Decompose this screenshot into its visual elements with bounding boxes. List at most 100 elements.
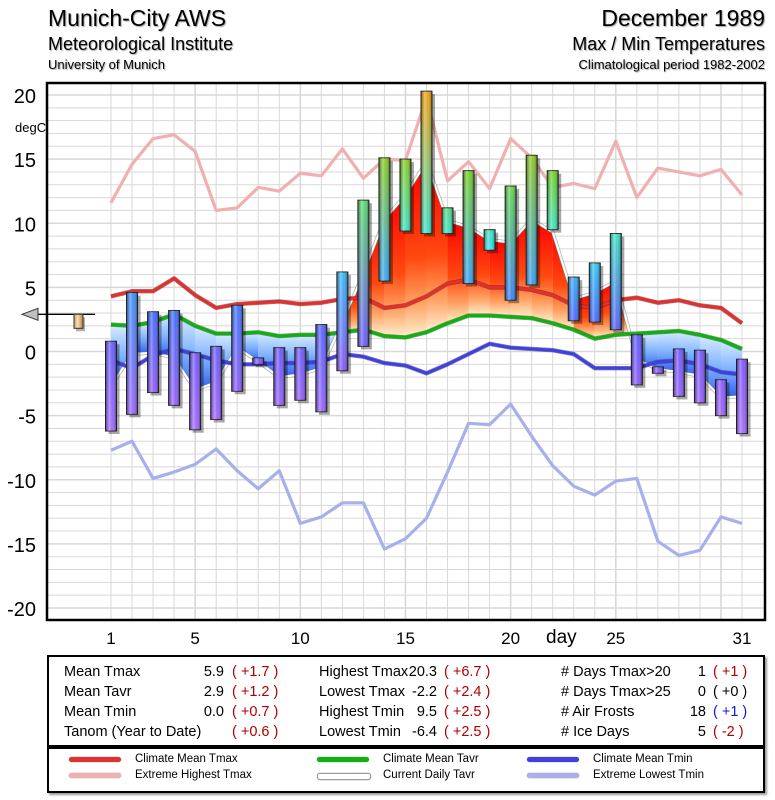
stat-label: Mean Tavr [64,684,132,700]
stat-row: Tanom (Year to Date) ( +0.6 ) [64,722,304,742]
legend-label: Climate Mean Tmax [135,753,238,765]
bar-highlight [442,207,454,234]
stat-row: # Ice Days 5 ( -2 ) [561,722,761,742]
marker-bar [73,313,84,329]
stat-label: Highest Tmin [319,704,405,720]
bar-highlight [231,305,243,392]
stat-row: Lowest Tmax -2.2 ( +2.4 ) [319,682,549,702]
stat-anomaly: ( +1.2 ) [232,684,279,700]
bar-highlight [126,292,138,415]
x-tick-label: 25 [606,629,625,648]
stat-value: 0 [697,684,706,700]
x-tick-label: 10 [291,629,310,648]
stat-label: Mean Tmax [64,664,141,680]
legend-swatch [527,773,579,778]
bar-highlight [273,347,285,406]
bar-highlight [631,334,643,385]
legend-swatch [69,757,121,762]
x-tick-label: 31 [733,629,752,648]
legend-label: Climate Mean Tmin [593,753,693,765]
bar-highlight [315,324,327,412]
stat-row: # Days Tmax>20 1 ( +1 ) [561,662,761,682]
y-tick-label: 10 [14,214,36,236]
stat-value: 1 [697,664,706,680]
bar-highlight [547,170,559,230]
legend-label: Current Daily Tavr [383,769,475,781]
month-title: December 1989 [601,5,765,31]
stats-col-means: Mean Tmax 5.9 ( +1.7 ) Mean Tavr 2.9 ( +1.2 )… [64,662,304,742]
legend-swatch [317,773,371,780]
stat-anomaly: ( +0.7 ) [232,704,279,720]
y-tick-label: 20 [14,86,36,108]
bar-highlight [168,310,180,406]
bar-highlight [652,366,664,374]
stat-anomaly: ( -2 ) [713,724,744,740]
stats-col-extremes: Highest Tmax 20.3 ( +6.7 ) Lowest Tmax -2.2 (… [319,662,549,742]
legend-swatch [527,757,579,762]
bar-highlight [484,229,496,251]
stat-anomaly: ( +2.4 ) [444,684,491,700]
y-tick-labels: 20 15 10 5 0 -5 -10 -15 -20 [7,86,36,621]
stat-label: # Days Tmax>25 [561,684,671,700]
bar-highlight [694,350,706,403]
bar-highlight [673,348,685,397]
climate-mean-tavr-line [110,312,743,351]
y-tick-label: -15 [7,535,36,557]
bar-highlight [210,346,222,420]
institute-title: Meteorological Institute [48,34,234,54]
x-tick-label: 5 [190,629,199,648]
stat-row: Mean Tmax 5.9 ( +1.7 ) [64,662,304,682]
stat-label: Highest Tmax [319,664,409,680]
bar-highlight [378,157,390,281]
bar-highlight [568,277,580,321]
x-tick-label: 1 [106,629,115,648]
extreme-lowest-tmin-line [110,402,743,558]
stat-label: Mean Tmin [64,704,137,720]
x-tick-labels: 1 5 10 15 20 25 31 [106,629,751,648]
stat-value: -2.2 [412,684,437,700]
x-tick-label: 20 [501,629,520,648]
stat-value: 20.3 [408,664,437,680]
stat-anomaly: ( +2.5 ) [444,724,491,740]
station-title: Munich-City AWS [48,5,227,31]
bar-highlight [589,263,601,323]
climate-period: Climatological period 1982-2002 [578,57,765,72]
legend-label: Extreme Highest Tmax [135,769,252,781]
bar-highlight [357,200,369,347]
daily-bars [105,90,751,437]
bar-highlight [189,352,201,430]
bar-highlight [147,311,159,393]
legend-swatch [317,757,369,762]
stat-label: # Ice Days [561,724,630,740]
legend: Climate Mean Tmax Extreme Highest Tmax Cli… [47,747,765,793]
year-anomaly-marker [20,307,95,332]
x-axis-title: day [546,627,577,648]
stat-anomaly: ( +0 ) [713,684,748,700]
stat-value: 9.5 [416,704,437,720]
plot-frame [45,81,767,622]
stat-label: Lowest Tmin [319,724,401,740]
legend-label: Climate Mean Tavr [383,753,479,765]
stat-anomaly: ( +6.7 ) [444,664,491,680]
stat-row: Highest Tmin 9.5 ( +2.5 ) [319,702,549,722]
y-axis-unit: degC [15,120,46,135]
stat-anomaly: ( +1.7 ) [232,664,279,680]
y-tick-label: -5 [18,407,36,429]
university-title: University of Munich [48,57,166,72]
bar-highlight [399,159,411,231]
stat-label: # Days Tmax>20 [561,664,671,680]
stat-value: 2.9 [203,684,224,700]
stat-anomaly: ( +1 ) [713,664,748,680]
legend-label: Extreme Lowest Tmin [593,769,704,781]
stats-panel: Mean Tmax 5.9 ( +1.7 ) Mean Tavr 2.9 ( +1.2 )… [47,655,765,747]
bar-highlight [105,341,117,432]
stat-row: # Days Tmax>25 0 ( +0 ) [561,682,761,702]
bar-highlight [294,347,306,401]
bar-highlight [736,359,748,434]
bar-highlight [336,271,348,371]
stat-row: # Air Frosts 18 ( +1 ) [561,702,761,722]
y-tick-label: 0 [25,343,36,365]
stat-value: 0.0 [203,704,224,720]
bar-highlight [421,91,432,234]
climate-mean-tmax-line [110,276,743,325]
